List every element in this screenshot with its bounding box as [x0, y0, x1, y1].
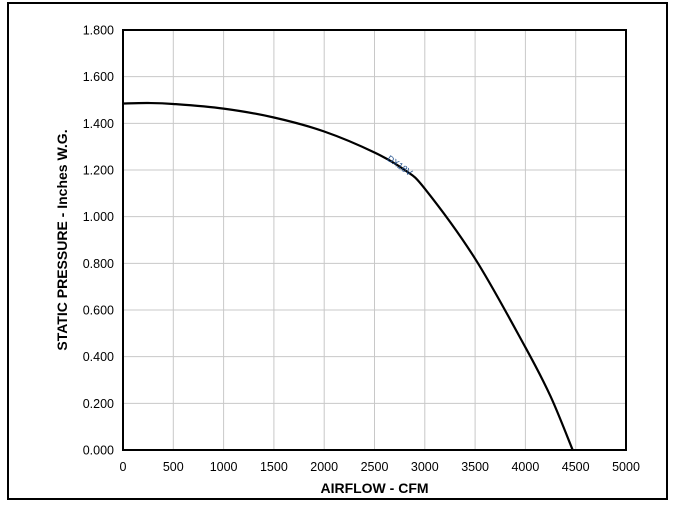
x-tick-label: 3000	[411, 460, 439, 474]
x-tick-label: 2500	[361, 460, 389, 474]
y-tick-label: 1.200	[83, 164, 114, 178]
y-tick-label: 0.200	[83, 397, 114, 411]
chart-frame	[7, 2, 668, 500]
plot-area-border	[122, 29, 627, 451]
y-axis-title: STATIC PRESSURE - Inches W.G.	[54, 129, 70, 350]
grid	[123, 30, 626, 450]
x-tick-label: 1000	[210, 460, 238, 474]
y-tick-label: 1.600	[83, 70, 114, 84]
x-tick-label: 1500	[260, 460, 288, 474]
y-tick-label: 0.400	[83, 350, 114, 364]
x-axis-title: AIRFLOW - CFM	[320, 480, 428, 496]
x-tick-label: 4000	[511, 460, 539, 474]
x-tick-labels: 0 500 1000 1500 2000 2500 3000 3500 4000 4500 5000	[120, 460, 640, 474]
y-tick-label: 0.600	[83, 304, 114, 318]
y-tick-label: 1.400	[83, 117, 114, 131]
x-tick-label: 5000	[612, 460, 640, 474]
x-tick-label: 4500	[562, 460, 590, 474]
y-tick-label: 1.000	[83, 210, 114, 224]
x-tick-label: 3500	[461, 460, 489, 474]
y-tick-labels: 0.000 0.200 0.400 0.600 0.800 1.000 1.200 1.400…	[83, 24, 114, 458]
x-tick-label: 2000	[310, 460, 338, 474]
x-tick-label: 500	[163, 460, 184, 474]
y-tick-label: 1.800	[83, 24, 114, 38]
series-layer	[122, 101, 574, 451]
x-tick-label: 0	[120, 460, 127, 474]
y-tick-label: 0.000	[83, 444, 114, 458]
series-line-dx18v	[122, 101, 574, 451]
y-tick-label: 0.800	[83, 257, 114, 271]
series-label-dx18v: DX18V	[385, 153, 414, 178]
